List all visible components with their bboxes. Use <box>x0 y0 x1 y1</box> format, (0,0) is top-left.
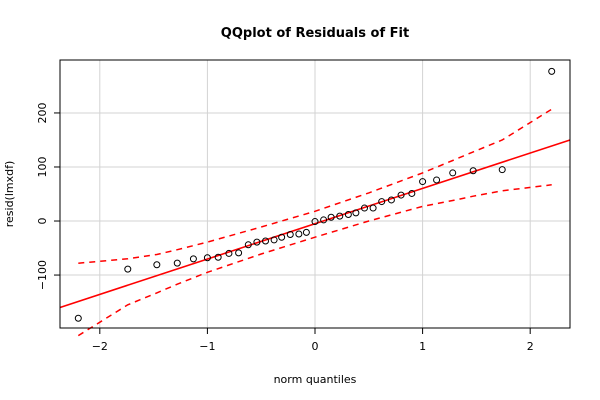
data-point-24 <box>369 204 377 212</box>
data-point-10 <box>253 238 261 246</box>
x-tick-label-3: 1 <box>419 340 426 353</box>
x-tick-label-4: 2 <box>527 340 534 353</box>
data-point-0 <box>74 314 82 322</box>
data-point-6 <box>214 253 222 261</box>
y-axis-label: resid(lmxdf) <box>3 161 16 228</box>
data-point-27 <box>397 191 405 199</box>
data-point-33 <box>498 166 506 174</box>
data-point-32 <box>469 167 477 175</box>
x-axis-ticks: −2 −1 0 1 2 <box>92 328 534 353</box>
y-tick-label-2: 100 <box>36 156 49 177</box>
data-points <box>74 67 556 322</box>
data-point-4 <box>189 255 197 263</box>
data-point-16 <box>302 228 310 236</box>
data-point-28 <box>408 189 416 197</box>
data-point-22 <box>352 209 360 217</box>
data-point-13 <box>278 233 286 241</box>
data-point-15 <box>295 230 303 238</box>
x-tick-label-0: −2 <box>92 340 108 353</box>
x-tick-label-2: 0 <box>312 340 319 353</box>
y-axis-ticks: −100 0 100 200 <box>36 102 60 290</box>
data-point-11 <box>262 237 270 245</box>
data-point-29 <box>419 178 427 186</box>
envelope-upper-line <box>78 108 553 264</box>
data-point-12 <box>270 236 278 244</box>
y-tick-label-3: 200 <box>36 102 49 123</box>
data-point-18 <box>320 216 328 224</box>
data-point-17 <box>311 218 319 226</box>
chart-title: QQplot of Residuals of Fit <box>221 26 409 41</box>
data-point-9 <box>244 241 252 249</box>
data-point-1 <box>124 265 132 273</box>
data-point-31 <box>449 169 457 177</box>
data-point-7 <box>225 249 233 257</box>
data-point-19 <box>327 213 335 221</box>
data-point-2 <box>153 261 161 269</box>
grid-lines <box>60 60 570 328</box>
envelope-lower-line <box>77 184 552 337</box>
data-point-30 <box>433 176 441 184</box>
y-tick-label-1: 0 <box>36 218 49 225</box>
data-point-26 <box>387 196 395 204</box>
x-tick-label-1: −1 <box>199 340 215 353</box>
x-axis-label: norm quantiles <box>274 373 357 386</box>
data-point-21 <box>344 211 352 219</box>
data-point-8 <box>235 249 243 257</box>
data-point-14 <box>286 231 294 239</box>
data-point-23 <box>360 204 368 212</box>
data-point-20 <box>336 212 344 220</box>
fit-line <box>59 139 571 309</box>
y-tick-label-0: −100 <box>36 260 49 290</box>
confidence-envelope <box>77 108 553 337</box>
data-point-5 <box>203 254 211 262</box>
data-point-25 <box>378 198 386 206</box>
data-point-34 <box>548 67 556 75</box>
data-point-3 <box>173 259 181 267</box>
